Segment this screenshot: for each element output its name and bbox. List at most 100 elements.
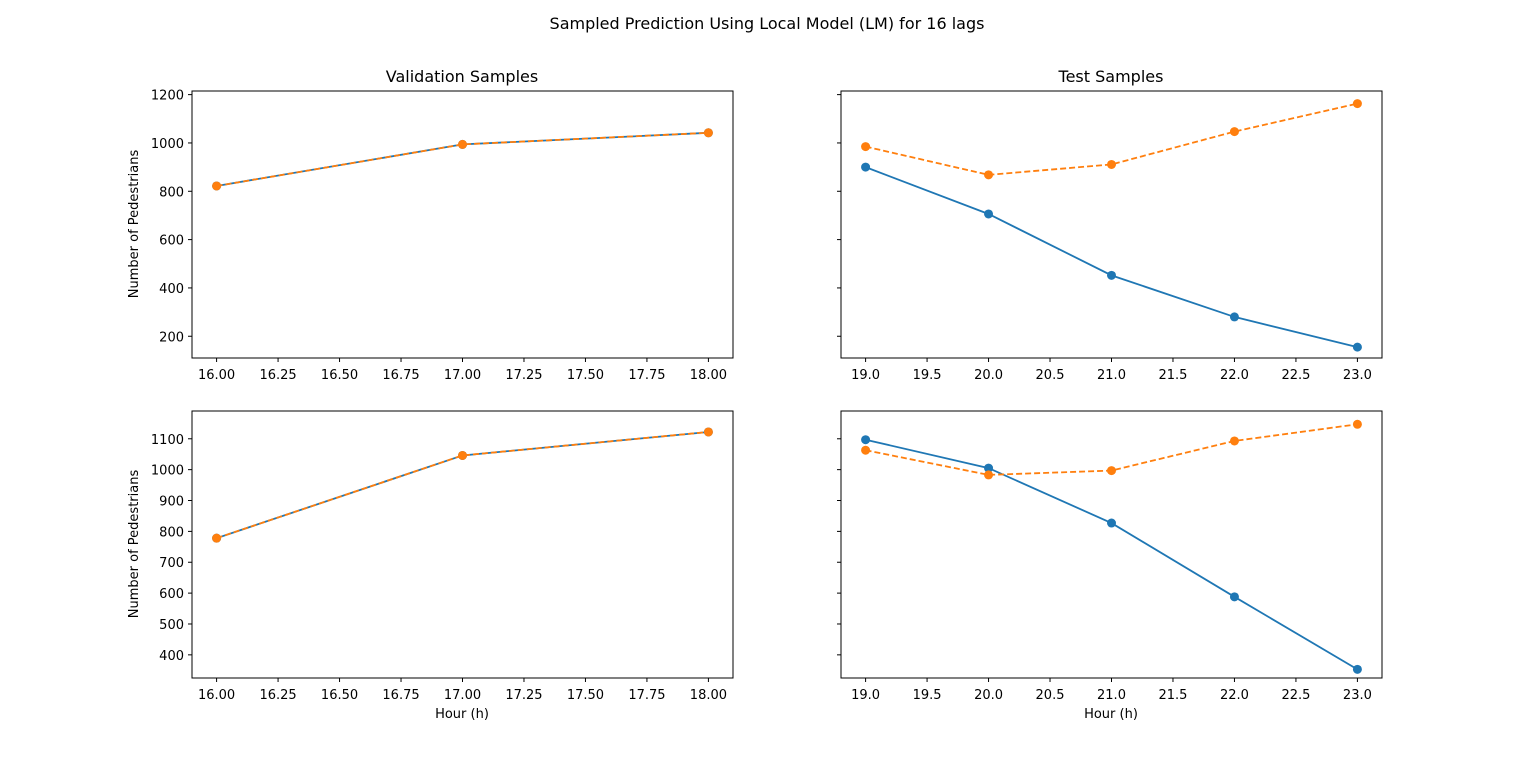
- series-line-solid: [216, 431, 709, 540]
- x-tick-label: 16.50: [321, 368, 358, 383]
- x-tick-label: 23.0: [1343, 368, 1372, 383]
- y-tick-label: 900: [159, 495, 184, 510]
- data-point-marker: [1352, 99, 1362, 109]
- data-point-marker: [984, 470, 994, 480]
- x-tick-label: 20.0: [974, 688, 1003, 703]
- x-tick-label: 16.00: [198, 688, 235, 703]
- x-tick-label: 16.75: [382, 688, 419, 703]
- data-point-marker: [1229, 127, 1239, 137]
- x-tick-label: 20.5: [1036, 688, 1065, 703]
- plot-area-test-bottom: 19.0 19.5 20.0 20.5 21.0 21.5 22.0 22.5 23.0: [837, 410, 1383, 703]
- x-tick-label: 20.5: [1036, 368, 1065, 383]
- x-tick-label: 21.5: [1159, 688, 1188, 703]
- data-point-marker: [984, 209, 994, 219]
- data-point-marker: [703, 128, 713, 138]
- x-tick-label: 16.25: [259, 368, 296, 383]
- x-tick-label: 21.5: [1159, 368, 1188, 383]
- x-tick-label: 16.00: [198, 368, 235, 383]
- x-axis-label-bottom-left: Hour (h): [435, 707, 489, 722]
- x-tick-label: 17.50: [567, 368, 604, 383]
- data-point-marker: [861, 445, 871, 455]
- x-tick-label: 23.0: [1343, 688, 1372, 703]
- y-tick-label: 1200: [151, 89, 184, 104]
- data-point-marker: [1352, 664, 1362, 674]
- x-tick-label: 22.5: [1281, 368, 1310, 383]
- y-tick-label: 1000: [151, 137, 184, 152]
- data-point-marker: [1229, 592, 1239, 602]
- x-tick-label: 17.50: [567, 688, 604, 703]
- y-tick-label: 1100: [151, 433, 184, 448]
- plot-area-validation-bottom: 16.00 16.25 16.50 16.75 17.00 17.25 17.50 17.75…: [151, 410, 734, 703]
- y-axis-label-top: Number of Pedestrians: [127, 150, 142, 299]
- data-point-marker: [212, 181, 222, 191]
- x-tick-label: 17.00: [444, 688, 481, 703]
- subplot-title-test: Test Samples: [1058, 67, 1164, 86]
- x-tick-label: 19.0: [851, 688, 880, 703]
- data-point-marker: [212, 533, 222, 543]
- x-tick-label: 22.5: [1281, 688, 1310, 703]
- axes-frame: [840, 410, 1383, 679]
- plot-area-test-top: 19.0 19.5 20.0 20.5 21.0 21.5 22.0 22.5 23.0: [837, 90, 1383, 383]
- data-point-marker: [861, 142, 871, 152]
- series-line-dashed: [216, 131, 709, 187]
- y-tick-label: 400: [159, 282, 184, 297]
- data-point-marker: [1352, 419, 1362, 429]
- data-point-marker: [1229, 312, 1239, 322]
- y-tick-label: 200: [159, 330, 184, 345]
- x-tick-label: 17.25: [505, 368, 542, 383]
- series-line-dashed: [865, 102, 1358, 176]
- x-tick-label: 17.00: [444, 368, 481, 383]
- x-tick-label: 17.75: [628, 688, 665, 703]
- x-tick-label: 22.0: [1220, 368, 1249, 383]
- subplot-validation-bottom: Number of Pedestrians Hour (h) 16.00 16.2…: [127, 410, 734, 722]
- x-tick-label: 21.0: [1097, 688, 1126, 703]
- data-point-marker: [861, 162, 871, 172]
- x-tick-label: 19.5: [913, 368, 942, 383]
- data-point-marker: [1229, 436, 1239, 446]
- data-point-marker: [984, 463, 994, 473]
- y-tick-label: 600: [159, 234, 184, 249]
- x-tick-label: 20.0: [974, 368, 1003, 383]
- data-point-marker: [984, 170, 994, 180]
- y-tick-label: 800: [159, 525, 184, 540]
- axes-frame: [191, 410, 734, 679]
- data-point-marker: [1107, 518, 1116, 528]
- data-point-marker: [458, 139, 467, 149]
- data-point-marker: [703, 427, 713, 437]
- series-line-dashed: [216, 431, 709, 540]
- y-tick-label: 700: [159, 556, 184, 571]
- subplot-title-validation: Validation Samples: [386, 67, 538, 86]
- x-tick-label: 16.75: [382, 368, 419, 383]
- y-tick-label: 500: [159, 618, 184, 633]
- plot-area-validation-top: 16.00 16.25 16.50 16.75 17.00 17.25 17.50 17.75…: [151, 89, 734, 383]
- subplot-test-top: Test Samples 19.0 19.5 20.0 20.5 21.0 21.5 22.…: [837, 67, 1383, 383]
- x-tick-label: 19.0: [851, 368, 880, 383]
- data-point-marker: [1107, 159, 1116, 169]
- y-tick-label: 1000: [151, 464, 184, 479]
- y-axis-label-bottom: Number of Pedestrians: [127, 470, 142, 619]
- figure-suptitle: Sampled Prediction Using Local Model (LM…: [550, 14, 985, 33]
- x-tick-label: 22.0: [1220, 688, 1249, 703]
- x-axis-label-bottom-right: Hour (h): [1084, 707, 1138, 722]
- axes-frame: [191, 90, 734, 359]
- y-tick-label: 400: [159, 649, 184, 664]
- axes-frame: [840, 90, 1383, 359]
- x-tick-label: 18.00: [690, 688, 727, 703]
- x-tick-label: 21.0: [1097, 368, 1126, 383]
- x-tick-label: 17.75: [628, 368, 665, 383]
- data-point-marker: [1107, 466, 1116, 476]
- y-tick-label: 800: [159, 185, 184, 200]
- data-point-marker: [458, 450, 467, 460]
- y-tick-label: 600: [159, 587, 184, 602]
- data-point-marker: [1352, 342, 1362, 352]
- x-tick-label: 19.5: [913, 688, 942, 703]
- subplot-test-bottom: Hour (h) 19.0 19.5 20.0 20.5 21.0 21.5 22.0 22.…: [837, 410, 1383, 722]
- x-tick-label: 17.25: [505, 688, 542, 703]
- data-point-marker: [1107, 270, 1116, 280]
- x-tick-label: 16.50: [321, 688, 358, 703]
- subplot-validation-top: Validation Samples Number of Pedestrians…: [127, 67, 734, 383]
- x-tick-label: 18.00: [690, 368, 727, 383]
- series-line-solid: [865, 166, 1358, 349]
- data-point-marker: [861, 435, 871, 445]
